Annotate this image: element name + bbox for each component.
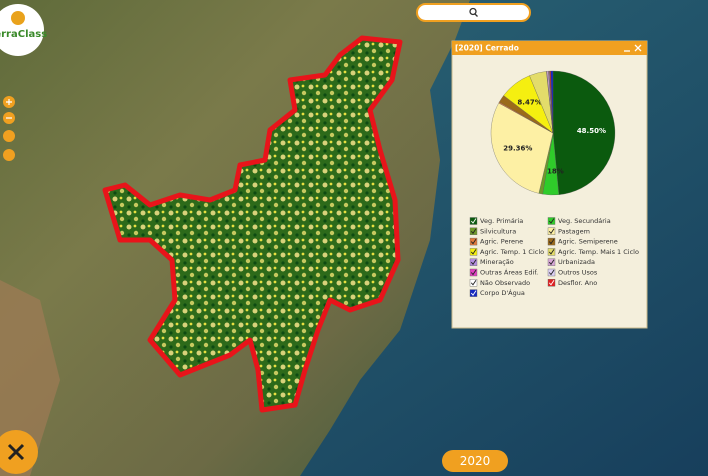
legend-check [470, 249, 477, 255]
legend-check [548, 218, 555, 224]
legend-label: Urbanizada [558, 258, 595, 266]
pie-slice [490, 102, 554, 194]
legend-swatch [547, 268, 556, 277]
legend-check [548, 228, 555, 235]
legend-swatch [469, 248, 478, 256]
legend-swatch [469, 227, 478, 236]
legend-check [548, 249, 555, 255]
slice-label: 8.47% [517, 99, 541, 107]
legend-label: Desflor. Ano [558, 279, 597, 287]
slice-label: 48.50% [577, 127, 606, 135]
legend-label: Pastagem [558, 227, 590, 235]
andes [0, 280, 60, 476]
legend-check [548, 259, 555, 265]
legend-swatch [469, 237, 478, 246]
close-button[interactable] [634, 44, 642, 52]
legend-label: Silvicultura [480, 227, 516, 235]
slice-label: 4.18% [539, 167, 563, 175]
legend-check [470, 218, 477, 224]
pan-tool[interactable] [3, 149, 15, 161]
legend-label: Veg. Secundária [558, 217, 611, 225]
legend-swatch [547, 258, 556, 266]
legend-label: Agric. Temp. 1 Ciclo [480, 248, 544, 256]
legend-swatch [547, 227, 556, 236]
logo-badge [0, 4, 44, 56]
legend-check [548, 238, 555, 245]
legend-swatch [469, 279, 478, 287]
legend-swatch [547, 237, 556, 246]
legend-check [470, 280, 477, 286]
legend-label: Não Observado [480, 279, 530, 287]
legend-check [548, 269, 555, 276]
legend-swatch [469, 258, 478, 266]
edit-tool[interactable] [3, 130, 15, 142]
legend-check [470, 238, 477, 245]
legend-swatch [547, 217, 556, 225]
legend-swatch [469, 289, 478, 297]
tools-icon [7, 443, 25, 461]
legend-label: Corpo D'Água [480, 288, 525, 297]
legend-label: Veg. Primária [480, 217, 523, 225]
legend-label: Mineração [480, 258, 514, 266]
year-button[interactable] [442, 450, 508, 472]
zoom-in-icon [6, 99, 12, 105]
legend-swatch [547, 279, 556, 287]
legend-label: Agric. Temp. Mais 1 Ciclo [558, 248, 639, 256]
year-button-label: 2020 [460, 454, 491, 468]
cerrado-region [102, 35, 403, 413]
legend-label: Outras Áreas Edif. [480, 268, 538, 277]
map-controls [3, 96, 15, 161]
pie-chart: 48.50% 4.18% 29.36% 8.47% Veg. Primária Veg. … [469, 70, 639, 297]
search-box[interactable] [416, 3, 531, 22]
legend-check [470, 228, 477, 235]
panel-header [452, 41, 647, 55]
legend-swatch [469, 217, 478, 225]
legend-check [470, 259, 477, 265]
legend-label: Agric. Perene [480, 238, 523, 246]
pie-slice [552, 70, 616, 195]
panel-title: [2020] Cerrado [455, 44, 519, 53]
legend-check [470, 290, 477, 296]
tools-button[interactable] [0, 430, 38, 474]
logo-text: TerraClass [0, 29, 47, 40]
legend-swatch [469, 268, 478, 277]
search-icon [469, 7, 477, 16]
legend-label: Agric. Semiperene [558, 238, 618, 246]
legend-check [470, 269, 477, 276]
search-icon [474, 13, 478, 17]
legend-check [548, 280, 555, 286]
pie-slice [550, 70, 554, 134]
legend-swatch [547, 248, 556, 256]
slice-label: 29.36% [503, 145, 532, 153]
legend-label: Outros Usos [558, 269, 598, 277]
logo-icon [11, 11, 25, 25]
